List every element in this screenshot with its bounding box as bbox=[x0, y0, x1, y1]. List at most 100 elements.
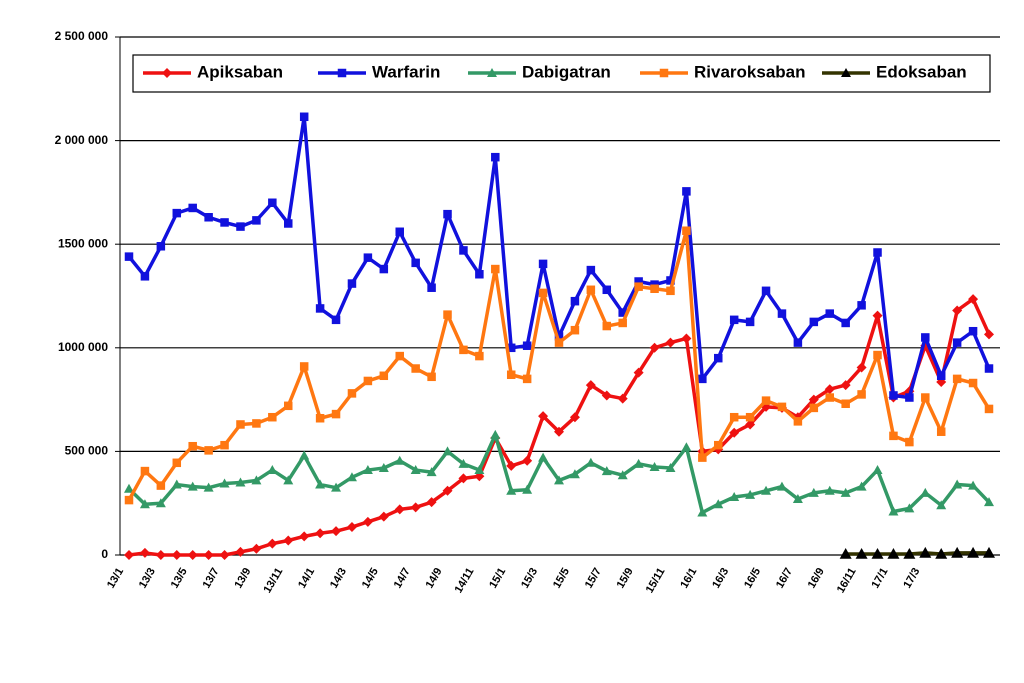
data-point bbox=[968, 326, 978, 336]
data-point bbox=[427, 283, 436, 292]
data-point bbox=[252, 419, 261, 428]
data-point bbox=[188, 203, 197, 213]
data-point bbox=[745, 419, 756, 430]
data-point bbox=[554, 338, 564, 347]
data-point bbox=[156, 481, 166, 490]
data-point bbox=[856, 481, 867, 491]
data-point bbox=[618, 318, 627, 328]
data-point bbox=[426, 467, 437, 477]
data-point bbox=[841, 399, 850, 408]
x-tick-label: 16/11 bbox=[835, 566, 859, 595]
data-point bbox=[984, 497, 994, 507]
data-point bbox=[315, 413, 325, 423]
data-point bbox=[682, 226, 691, 235]
y-tick-label: 1500 000 bbox=[58, 236, 108, 250]
data-point bbox=[793, 417, 803, 426]
data-point bbox=[315, 479, 326, 489]
data-point bbox=[745, 489, 756, 499]
data-point bbox=[331, 526, 342, 537]
data-point bbox=[459, 345, 468, 355]
x-tick-label: 13/11 bbox=[262, 566, 286, 595]
data-point bbox=[124, 550, 134, 560]
x-tick-label: 17/1 bbox=[869, 566, 890, 591]
data-point bbox=[124, 495, 134, 505]
data-point bbox=[188, 441, 197, 451]
data-point bbox=[713, 499, 724, 509]
data-point bbox=[905, 393, 914, 402]
data-point bbox=[426, 497, 437, 508]
data-point bbox=[697, 507, 708, 517]
data-point bbox=[792, 494, 803, 504]
x-tick-label: 13/5 bbox=[169, 566, 190, 591]
data-point bbox=[363, 376, 373, 386]
data-point bbox=[871, 547, 884, 559]
data-point bbox=[236, 222, 245, 231]
data-point bbox=[538, 259, 548, 269]
data-point bbox=[967, 546, 980, 558]
x-tick-label: 15/3 bbox=[519, 566, 540, 591]
legend-label: Warfarin bbox=[372, 62, 440, 81]
data-point bbox=[554, 475, 564, 485]
x-tick-label: 14/9 bbox=[424, 566, 445, 591]
data-point bbox=[220, 218, 229, 227]
data-point bbox=[394, 455, 405, 465]
data-point bbox=[665, 337, 676, 348]
data-point bbox=[919, 546, 932, 558]
data-point bbox=[665, 462, 676, 472]
data-point bbox=[714, 353, 723, 363]
data-point bbox=[347, 389, 357, 398]
data-point bbox=[682, 187, 691, 196]
data-point bbox=[840, 380, 851, 391]
x-tick-label: 15/1 bbox=[487, 566, 508, 591]
data-point bbox=[458, 473, 469, 484]
data-point bbox=[570, 325, 580, 335]
data-point bbox=[650, 284, 659, 293]
data-point bbox=[761, 485, 772, 495]
x-tick-label: 14/7 bbox=[392, 566, 413, 591]
data-point bbox=[856, 362, 867, 373]
data-point bbox=[840, 487, 851, 497]
data-point bbox=[171, 550, 182, 560]
x-tick-label: 13/3 bbox=[137, 566, 158, 591]
data-point bbox=[490, 429, 501, 439]
data-point bbox=[139, 499, 150, 509]
data-point bbox=[362, 465, 373, 475]
data-point bbox=[872, 310, 883, 321]
data-point bbox=[187, 550, 198, 560]
x-tick-label: 16/1 bbox=[678, 566, 699, 591]
data-point bbox=[346, 522, 357, 533]
data-point bbox=[411, 364, 420, 373]
data-point bbox=[968, 480, 979, 490]
data-point bbox=[714, 440, 723, 450]
data-point bbox=[458, 458, 469, 468]
x-tick-label: 15/5 bbox=[551, 566, 572, 591]
data-point bbox=[855, 547, 868, 559]
data-point bbox=[649, 342, 660, 353]
data-point bbox=[155, 498, 166, 508]
data-point bbox=[299, 531, 310, 542]
data-point bbox=[475, 269, 484, 279]
data-point bbox=[839, 547, 852, 559]
data-point bbox=[203, 482, 214, 492]
data-point bbox=[745, 317, 755, 327]
y-tick-label: 0 bbox=[101, 547, 108, 561]
data-point bbox=[284, 219, 293, 228]
data-point bbox=[698, 453, 707, 462]
legend-label: Rivaroksaban bbox=[694, 62, 806, 81]
data-point bbox=[283, 535, 294, 546]
data-point bbox=[172, 458, 182, 468]
x-tick-label: 16/7 bbox=[774, 566, 795, 591]
data-point bbox=[268, 412, 277, 422]
data-point bbox=[729, 412, 739, 422]
x-tick-label: 14/1 bbox=[296, 566, 317, 591]
data-point bbox=[363, 253, 373, 262]
data-point bbox=[506, 370, 516, 379]
data-point bbox=[857, 301, 866, 310]
data-point bbox=[378, 462, 389, 472]
data-point bbox=[283, 475, 294, 485]
data-point bbox=[346, 472, 357, 482]
data-point bbox=[299, 362, 309, 371]
data-point bbox=[634, 282, 643, 291]
data-point bbox=[602, 321, 612, 331]
x-tick-label: 14/5 bbox=[360, 566, 381, 591]
